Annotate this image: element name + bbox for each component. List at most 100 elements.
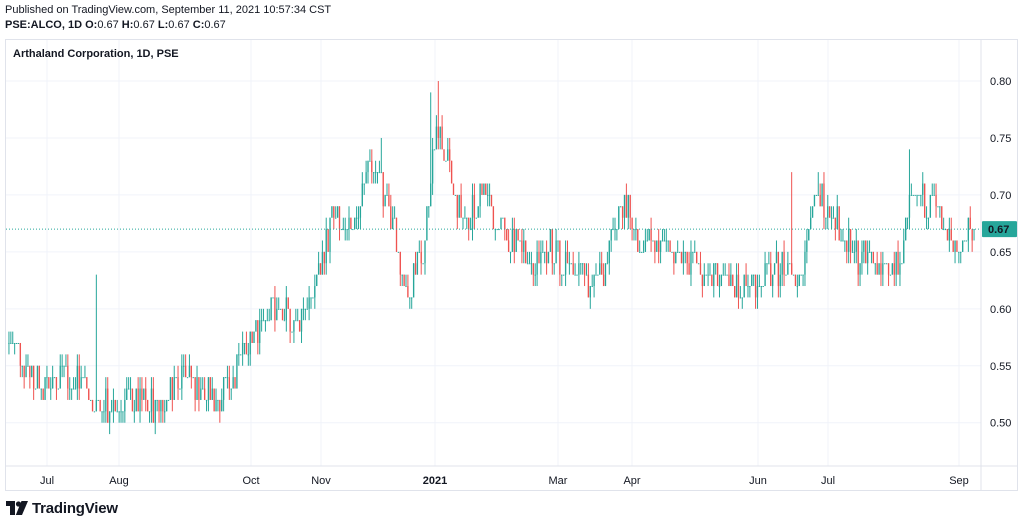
candle-body [743,274,745,298]
candle-body [401,274,403,276]
candle-body [958,251,960,253]
candle-body [143,388,145,400]
candle-body [310,297,312,299]
candle-body [378,172,381,174]
candle-body [500,217,502,230]
candle-body [942,229,945,231]
candle-body [221,399,223,412]
candle-body [154,399,156,423]
candle-body [287,297,289,309]
candle-body [420,251,422,264]
candle-body [266,320,268,322]
candle-body [713,263,715,287]
candle-body [57,388,60,390]
candle-body [158,399,160,412]
candle-body [380,172,382,174]
candle-body [247,354,249,356]
candle-body [591,286,593,288]
candle-body [367,160,369,173]
candle-body [317,263,320,275]
candle-body [80,377,82,389]
candle-body [435,126,438,150]
candle-body [50,388,52,390]
candle-body [245,342,248,355]
candle-body [167,399,170,401]
candle-body [289,308,291,332]
candle-body [274,297,276,321]
x-tick-label: Jul [40,475,54,487]
candle-body [618,206,620,230]
candle-body [901,263,903,265]
candle-body [585,274,588,276]
candle-body [507,240,510,252]
candle-body [475,217,477,219]
candle-body [471,194,474,230]
candle-body [777,251,780,287]
candle-body [418,251,420,253]
candle-body [152,388,154,423]
candle-body [411,297,413,299]
candle-body [278,308,280,310]
candle-body [257,320,259,343]
candle-body [819,194,821,207]
candle-body [312,297,314,299]
candle-body [741,297,743,299]
candle-body [386,194,388,196]
candle-body [361,183,363,207]
candle-body [549,229,552,252]
candle-body [604,263,607,287]
candle-body [827,206,829,218]
candle-body [787,263,789,275]
candle-body [967,217,970,241]
candle-body [658,240,660,252]
candle-body [914,194,916,196]
candle-body [667,240,669,242]
symbol-label: PSE:ALCO, 1D [5,19,83,31]
candle-body [222,377,225,400]
chart-title: Arthaland Corporation, 1D, PSE [13,48,179,60]
candle-body [739,297,742,299]
candle-body [861,251,863,264]
candle-body [403,274,405,287]
candle-body [302,308,305,310]
candle-body [922,183,924,195]
candle-body [230,388,232,390]
candle-body [262,320,265,322]
candle-body [732,274,734,287]
candle-body [650,229,652,241]
candle-body [260,320,263,322]
candle-body [661,240,664,242]
candle-body [397,251,400,253]
candle-body [536,251,538,275]
candle-body [36,365,39,389]
candle-body [705,274,707,276]
candle-body [792,274,795,276]
candle-body [481,183,483,195]
candle-body [800,274,802,276]
candle-body [251,331,253,343]
candle-body [133,411,136,413]
candle-body [682,251,685,264]
candle-body [300,308,303,332]
candle-body [281,308,284,321]
candle-body [806,240,808,252]
candle-body [523,240,525,252]
candle-body [249,331,251,355]
candle-body [61,365,63,367]
candle-body [623,194,626,218]
candle-body [920,194,922,196]
candle-body [601,263,603,275]
candle-body [321,251,324,275]
candle-body [162,399,164,412]
candle-body [32,365,35,389]
candle-body [314,286,316,298]
candle-body [844,240,846,242]
candle-body [903,240,905,264]
candle-body [635,229,637,231]
candle-body [454,194,457,196]
candle-body [329,217,331,252]
x-tick-label: Mar [549,475,568,487]
candle-body [671,251,673,253]
candle-body [627,194,629,218]
